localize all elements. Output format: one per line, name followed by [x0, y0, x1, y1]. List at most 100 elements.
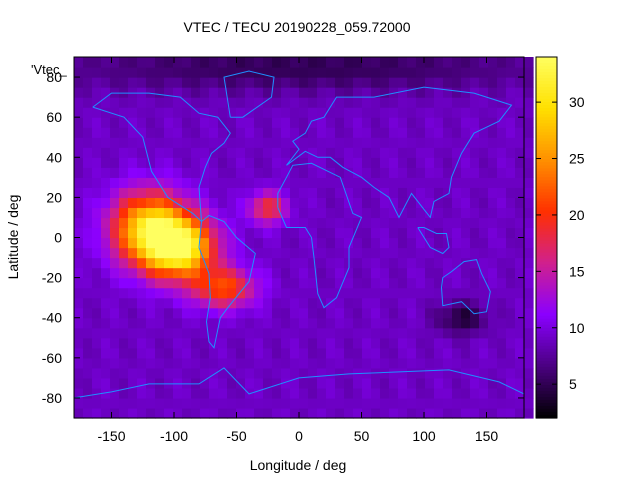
colorbar-segment	[536, 297, 557, 302]
heat-cell	[353, 137, 363, 148]
heat-cell	[137, 257, 147, 269]
colorbar-tick-label: 15	[569, 263, 585, 279]
heat-cell	[128, 337, 138, 349]
colorbar-segment	[536, 207, 557, 212]
heat-cell	[515, 137, 525, 148]
heat-cell	[155, 347, 165, 359]
heat-cell	[434, 167, 444, 178]
heat-cell	[317, 127, 327, 138]
colorbar-segment	[536, 138, 557, 142]
heat-cell	[155, 307, 165, 319]
heat-cell	[263, 237, 273, 249]
heat-cell	[92, 337, 102, 349]
heat-cell	[308, 327, 318, 339]
heat-cell	[209, 187, 219, 198]
heat-cell	[488, 127, 498, 138]
heat-cell	[92, 277, 102, 289]
heat-cell	[326, 227, 336, 239]
heat-cell	[452, 227, 462, 239]
heat-cell	[254, 227, 264, 239]
heat-cell	[353, 57, 363, 68]
heat-cell	[281, 257, 291, 269]
heat-cell	[110, 157, 120, 168]
heat-cell	[407, 237, 417, 249]
heat-cell	[515, 117, 525, 128]
heat-cell	[110, 107, 120, 118]
heat-cell	[452, 117, 462, 128]
colorbar-segment	[536, 225, 557, 230]
colorbar-segment	[536, 294, 557, 299]
heat-cell	[272, 77, 282, 88]
heat-cell	[317, 137, 327, 148]
heat-cell	[128, 297, 138, 309]
heat-cell	[416, 247, 426, 259]
heat-cell	[92, 127, 102, 138]
heat-cell	[317, 287, 327, 299]
heat-cell	[92, 267, 102, 279]
heat-cell	[371, 307, 381, 319]
heat-cell	[434, 407, 444, 419]
heat-cell	[515, 267, 525, 279]
colorbar-segment	[536, 183, 557, 187]
colorbar-segment	[536, 144, 557, 148]
heat-cell	[497, 297, 507, 309]
heat-cell	[263, 87, 273, 98]
heat-cell	[434, 247, 444, 259]
heat-cell	[299, 67, 309, 78]
heat-cell	[236, 177, 246, 188]
heat-cell	[353, 67, 363, 78]
heat-cell	[308, 87, 318, 98]
heat-cell	[245, 197, 255, 209]
heat-cell	[299, 387, 309, 399]
heat-cell	[191, 237, 201, 249]
heat-cell	[290, 97, 300, 108]
heat-cell	[245, 207, 255, 219]
heat-cell	[488, 257, 498, 269]
heat-cell	[389, 97, 399, 108]
heat-cell	[101, 347, 111, 359]
heat-cell	[326, 187, 336, 198]
heat-cell	[227, 387, 237, 399]
heat-cell	[452, 207, 462, 219]
heat-cell	[506, 167, 516, 178]
heat-cell	[371, 327, 381, 339]
heat-cell	[461, 407, 471, 419]
heat-cell	[164, 357, 174, 369]
heat-cell	[164, 347, 174, 359]
heat-cell	[182, 177, 192, 188]
heat-cell	[524, 337, 534, 349]
heat-cell	[398, 217, 408, 229]
colorbar-segment	[536, 369, 557, 374]
heat-cell	[173, 377, 183, 389]
heat-cell	[389, 257, 399, 269]
heat-cell	[209, 377, 219, 389]
heat-cell	[308, 287, 318, 299]
heat-cell	[92, 397, 102, 409]
heat-cell	[506, 287, 516, 299]
heat-cell	[470, 387, 480, 399]
heat-cell	[344, 347, 354, 359]
heat-cell	[227, 97, 237, 108]
heat-cell	[236, 67, 246, 78]
heat-cell	[515, 367, 525, 379]
heat-cell	[110, 67, 120, 78]
heat-cell	[83, 127, 93, 138]
heat-cell	[263, 247, 273, 259]
heat-cell	[209, 157, 219, 168]
heat-cell	[155, 197, 165, 209]
heat-cell	[434, 217, 444, 229]
heat-cell	[461, 287, 471, 299]
heat-cell	[128, 137, 138, 148]
heat-cell	[461, 227, 471, 239]
heat-cell	[479, 287, 489, 299]
heat-cell	[128, 117, 138, 128]
heat-cell	[461, 307, 471, 319]
heat-cell	[371, 207, 381, 219]
heat-cell	[506, 347, 516, 359]
heat-cell	[326, 297, 336, 309]
heat-cell	[470, 237, 480, 249]
heat-cell	[191, 267, 201, 279]
heat-cell	[263, 127, 273, 138]
heat-cell	[191, 117, 201, 128]
heat-cell	[371, 57, 381, 68]
